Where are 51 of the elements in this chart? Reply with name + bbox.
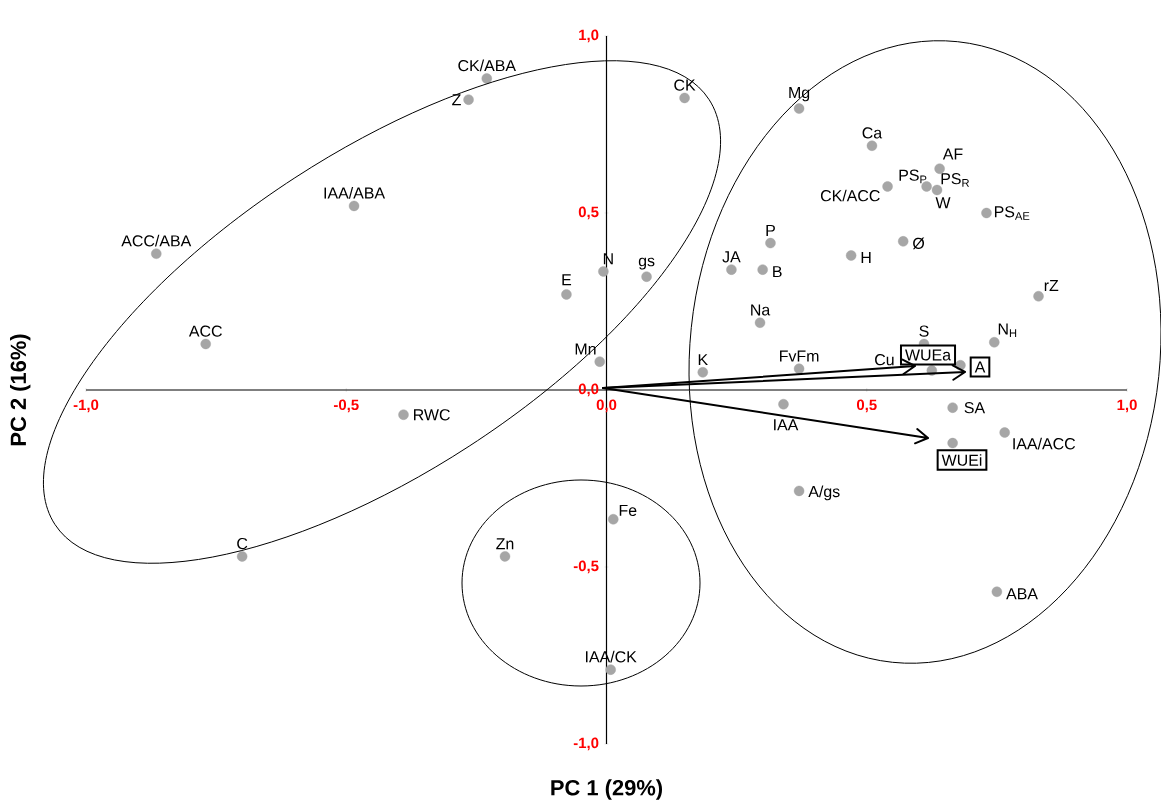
annotation: AF — [942, 148, 963, 160]
annotation: ACC/ABA — [121, 234, 192, 247]
annotation: CK/ACC — [820, 189, 880, 202]
annotation: gs — [638, 257, 655, 270]
annotation: B — [773, 266, 782, 278]
annotation: FvFm — [780, 350, 819, 362]
x-tick-label: 0,5 — [856, 399, 877, 413]
annotation: PS$_{AE}$ — [994, 206, 1030, 220]
annotation: Mn — [575, 343, 596, 355]
annotation: WUEa — [905, 349, 952, 361]
annotation: Na — [751, 304, 771, 316]
annotation: SA — [964, 402, 986, 414]
annotation: RWC — [414, 409, 450, 421]
annotation: WUEi — [941, 454, 982, 466]
annotation: CK — [674, 79, 696, 91]
annotation: E — [562, 274, 572, 286]
x-tick-label: -1,0 — [73, 399, 99, 413]
x-tick-label: 1,0 — [1117, 399, 1137, 413]
annotation: IAA — [774, 419, 799, 431]
annotation: Ca — [862, 127, 883, 139]
x-tick-label: -0,5 — [333, 399, 359, 413]
y-tick-label: 0,0 — [578, 383, 599, 397]
annotation: IAA/ACC — [1013, 437, 1076, 450]
annotation: JA — [722, 251, 741, 263]
annotation: W — [935, 197, 951, 209]
annotation: PS$_{R}$ — [941, 173, 970, 187]
annotation: Z — [452, 94, 461, 106]
annotation: K — [698, 354, 708, 366]
y-tick-label: -1,0 — [573, 737, 599, 751]
annotation: Zn — [496, 538, 514, 550]
annotation: Fe — [619, 504, 637, 517]
annotation: P — [766, 224, 775, 236]
annotation: PS$_{P}$ — [899, 169, 927, 184]
annotation: Ø — [912, 237, 925, 250]
annotation: CK/ABA — [458, 59, 516, 72]
annotation: H — [861, 251, 871, 263]
annotation: N$_{H}$ — [998, 323, 1017, 338]
annotation: IAA/ABA — [324, 187, 386, 199]
x-axis-title: PC 1 (29%) — [551, 779, 663, 800]
y-tick-label: -0,5 — [573, 560, 599, 574]
annotation: ABA — [1006, 588, 1038, 600]
y-tick-label: 0,5 — [578, 206, 599, 220]
annotation: ACC — [188, 325, 222, 337]
annotation: C — [237, 537, 248, 550]
annotation: A — [974, 361, 986, 373]
annotation: A/gs — [808, 485, 840, 501]
annotation: Cu — [875, 354, 894, 366]
annotation: rZ — [1044, 280, 1059, 291]
annotation: S — [919, 325, 929, 337]
y-tick-label: 1,0 — [579, 29, 599, 43]
y-axis-title: PC 2 (16%) — [9, 334, 31, 446]
